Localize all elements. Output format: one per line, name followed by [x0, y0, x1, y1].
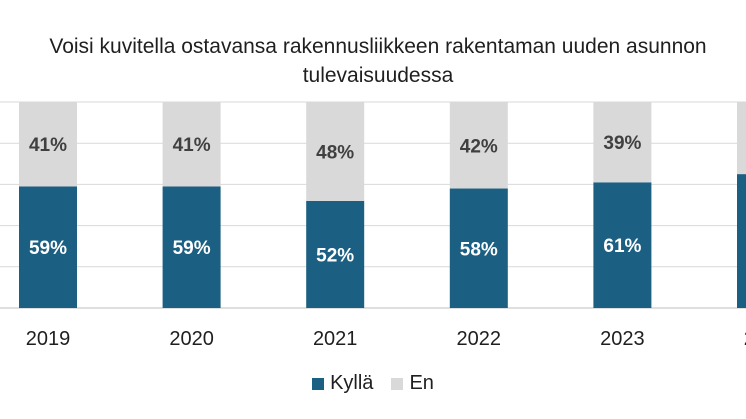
chart-title: Voisi kuvitella ostavansa rakennusliikke…	[49, 35, 707, 87]
x-tick-label: 2019	[26, 328, 71, 350]
bar-kyll--2019	[19, 186, 77, 308]
bar-kyll--2021	[306, 200, 365, 308]
data-label: 59%	[29, 238, 67, 259]
legend-swatch-kylla	[312, 377, 325, 390]
data-label: 42%	[460, 136, 498, 157]
bar-en-2023	[593, 102, 652, 183]
bars	[19, 102, 746, 308]
data-label: 41%	[29, 135, 67, 156]
x-tick-label: 2021	[313, 328, 358, 350]
bar-en-2021	[306, 102, 365, 201]
x-axis-tick-labels: 2019 2020 2021 2022 2023 2024	[26, 328, 746, 350]
legend-item-kylla: Kyllä	[312, 372, 373, 395]
legend-label-en: En	[409, 372, 434, 394]
data-label: 58%	[460, 239, 498, 260]
bar-kyll--2023	[593, 182, 652, 308]
bar-kyll--2022	[449, 188, 508, 308]
data-label: 48%	[316, 142, 354, 163]
bar-en-2022	[449, 102, 508, 189]
data-labels: 59%41%59%41%52%48%58%42%61%39%65%35%	[29, 133, 642, 266]
x-tick-label: 2020	[169, 328, 214, 350]
bar-kyll--2020	[162, 186, 221, 308]
x-tick-label: 2022	[457, 328, 502, 350]
legend-label-kylla: Kyllä	[330, 372, 374, 394]
data-label: 61%	[603, 236, 641, 257]
legend-item-en: En	[391, 372, 434, 395]
data-label: 41%	[173, 135, 211, 156]
bar-en-2019	[19, 102, 77, 187]
data-label: 39%	[603, 133, 641, 154]
x-tick-label: 2023	[600, 328, 645, 350]
legend: Kyllä En	[0, 372, 746, 395]
bar-kyll--2024	[737, 174, 746, 308]
data-label: 52%	[316, 245, 354, 266]
bar-en-2020	[162, 102, 221, 187]
bar-en-2024	[737, 102, 746, 175]
x-tick-label: 2024	[744, 328, 746, 350]
legend-swatch-en	[391, 377, 404, 390]
data-label: 59%	[173, 238, 211, 259]
